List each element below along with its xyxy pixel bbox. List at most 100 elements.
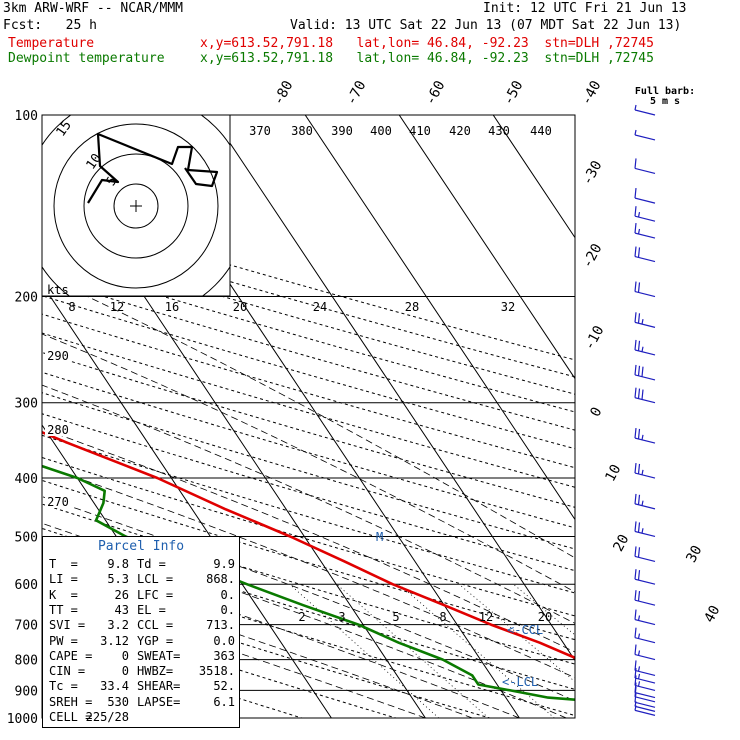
- isotherm: [398, 115, 575, 380]
- wind-barb-flag: [634, 339, 637, 351]
- wind-barb: [634, 364, 656, 381]
- parcel-info-label: YGP =: [137, 633, 174, 648]
- wind-barb: [634, 667, 656, 684]
- wind-barb-flag: [634, 675, 637, 686]
- wind-barb-staff: [634, 696, 656, 703]
- theta-label: 400: [370, 124, 392, 138]
- wind-barb-flag: [637, 365, 641, 376]
- wind-barb-flag: [634, 246, 637, 257]
- wind-barb-flag: [637, 633, 641, 639]
- parcel-info-panel: Parcel Info T = 9.8 Td = 9.9 LI = 5.3 LCL = 868…: [42, 536, 240, 728]
- pressure-tick-label: 200: [15, 291, 38, 306]
- hodograph-trace: [87, 132, 219, 204]
- wind-barb-flag: [634, 281, 637, 292]
- theta-label: 440: [530, 124, 552, 138]
- parcel-info-value: 0.: [220, 587, 235, 602]
- parcel-info-value: 43: [114, 602, 129, 617]
- wind-barb-flag: [637, 211, 641, 218]
- dry-adiabat: [42, 225, 575, 378]
- wind-barb: [634, 644, 656, 661]
- wind-barb-flag: [634, 493, 637, 504]
- wind-barb-flag: [637, 247, 641, 258]
- wind-barb-staff: [634, 134, 656, 141]
- wind-barb: [634, 387, 656, 404]
- wind-barb-flag: [634, 312, 637, 323]
- wind-barb: [634, 281, 656, 298]
- lcl-annotation: <-LCL: [502, 675, 538, 689]
- parcel-info-value: 530: [107, 694, 129, 709]
- parcel-info-row: PW = 3.12 YGP = 0.0: [49, 634, 235, 648]
- wind-barb: [634, 428, 656, 444]
- temperature-tick-label: 20: [610, 532, 632, 554]
- parcel-info-label: CAPE =: [49, 648, 93, 663]
- temperature-tick-label: 0: [587, 405, 605, 420]
- model-title: 3km ARW-WRF -- NCAR/MMM: [3, 1, 184, 16]
- wind-barb-flag: [634, 609, 637, 620]
- hodograph-scale-label: 16: [165, 300, 179, 314]
- wind-barb: [634, 590, 656, 606]
- wind-barb-flag: [637, 673, 641, 680]
- parcel-info-row: TT = 43 EL = 0.: [49, 603, 235, 617]
- ccl-annotation: <-CCL: [507, 623, 543, 637]
- mixing-ratio-label: 3: [338, 610, 345, 624]
- parcel-info-label: EL =: [137, 602, 166, 617]
- temperature-tick-label: -80: [270, 78, 296, 108]
- pressure-tick-label: 800: [15, 654, 38, 669]
- wind-barb-flag: [637, 494, 641, 505]
- temperature-tick-label: 40: [701, 603, 723, 625]
- dry-adiabat: [42, 527, 575, 690]
- wind-barb: [634, 682, 656, 699]
- wind-barb: [634, 223, 656, 239]
- theta-label: 420: [449, 124, 471, 138]
- wind-barb-flag: [637, 570, 641, 581]
- wind-barb: [634, 627, 656, 644]
- parcel-info-label: Td =: [137, 557, 166, 571]
- wind-barb-flag: [637, 388, 641, 399]
- wind-barb-flag: [637, 615, 641, 621]
- hodograph-ring-label: 15: [54, 118, 75, 139]
- pressure-tick-label: 700: [15, 619, 38, 634]
- wind-barb-flag: [641, 319, 644, 325]
- parcel-info-value: 6.1: [213, 694, 235, 709]
- wind-barb-flag: [637, 228, 641, 235]
- dry-adiabat: [42, 295, 575, 450]
- pressure-tick-label: 100: [15, 109, 38, 124]
- temperature-profile: [42, 430, 575, 660]
- theta-label: 370: [249, 124, 271, 138]
- isotherm: [304, 115, 575, 521]
- wind-barb-flag: [637, 313, 641, 324]
- parcel-info-value: 9.9: [213, 557, 235, 571]
- wind-barb-flag: [641, 366, 644, 377]
- parcel-info-value: 0: [121, 648, 129, 663]
- mixing-ratio-label: 20: [538, 610, 552, 624]
- parcel-info-label: T =: [49, 557, 78, 571]
- temperature-tick-label: 30: [683, 543, 705, 565]
- wind-barb-flag: [637, 650, 641, 656]
- temperature-tick-label: -50: [500, 78, 526, 108]
- pressure-tick-label: 400: [15, 472, 38, 487]
- isotherm: [492, 115, 575, 239]
- wind-barb-legend: Full barb:: [635, 86, 695, 97]
- parcel-info-row: SVI = 3.2 CCL = 713.: [49, 618, 235, 632]
- parcel-info-label: SREH =: [49, 694, 93, 709]
- parcel-info-value: 0: [121, 664, 129, 679]
- moist-adiabat: [87, 296, 575, 559]
- wind-barb-flag: [637, 591, 641, 602]
- wind-barb-flag: [634, 682, 637, 693]
- parcel-info-label: TT =: [49, 602, 78, 617]
- pressure-tick-label: 500: [15, 530, 38, 545]
- wind-barb: [634, 206, 656, 222]
- wind-barb-flag: [634, 158, 637, 169]
- temperature-tick-label: 10: [602, 462, 624, 484]
- wind-barb-flag: [634, 667, 637, 679]
- wind-barb: [634, 675, 656, 691]
- parcel-info-label: SWEAT=: [137, 648, 181, 663]
- wind-barb-flag: [634, 462, 637, 474]
- temperature-tick-label: -10: [581, 323, 607, 353]
- dewpoint-station-info: x,y=613.52,791.18 lat,lon= 46.84, -92.23…: [200, 51, 654, 66]
- moist-adiabat: [42, 586, 426, 718]
- pressure-tick-label: 900: [15, 684, 38, 699]
- wind-barb: [634, 569, 656, 585]
- parcel-info-value: 0.: [220, 602, 235, 617]
